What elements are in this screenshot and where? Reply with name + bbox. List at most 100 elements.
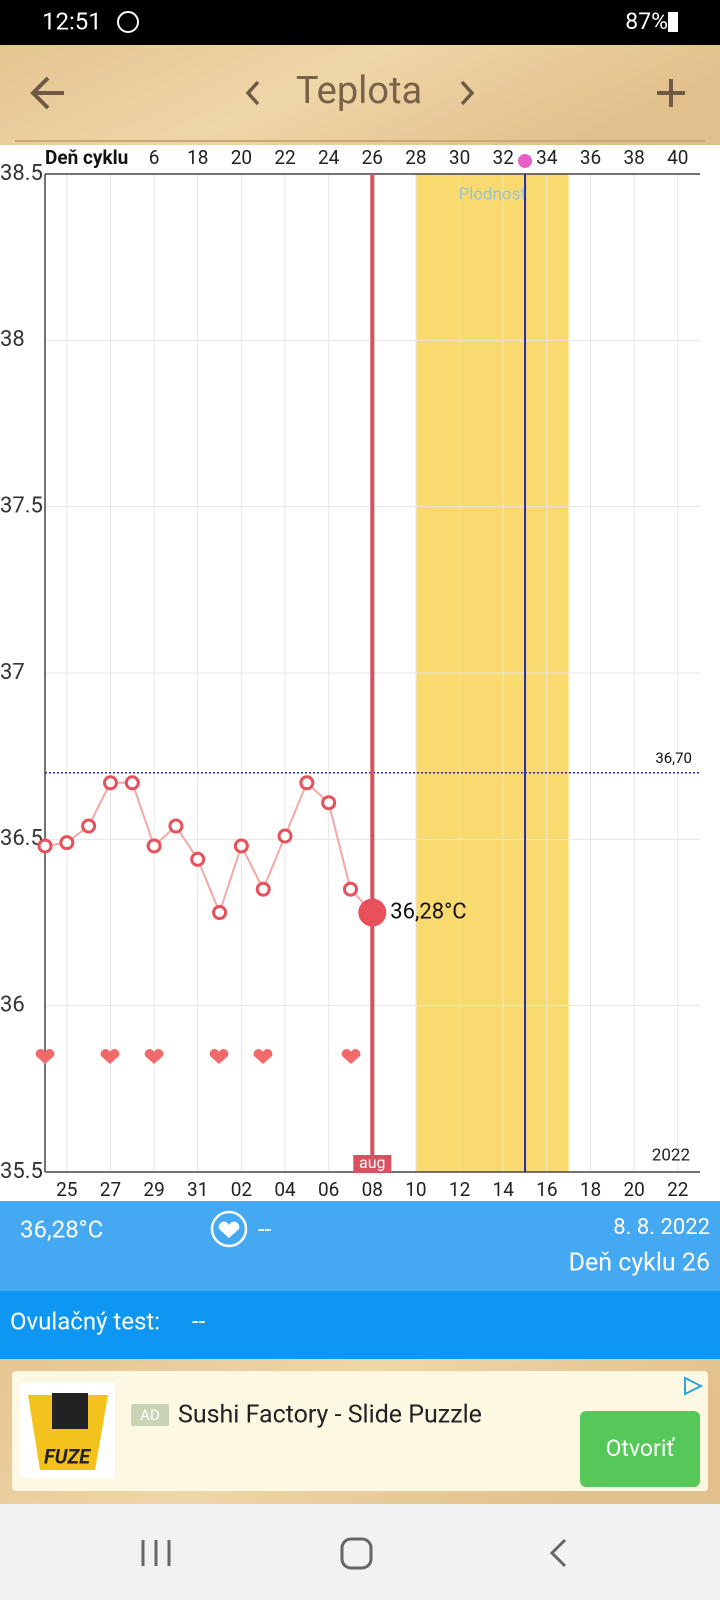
ovulation-value: -- bbox=[192, 1307, 206, 1335]
heart-icon bbox=[100, 1049, 120, 1064]
data-point bbox=[321, 795, 337, 811]
ovulation-marker bbox=[518, 154, 533, 168]
heart-icon bbox=[144, 1049, 164, 1064]
x-tick-label: 02 bbox=[231, 1178, 252, 1201]
battery-icon bbox=[668, 12, 678, 32]
back-nav-button[interactable] bbox=[549, 1538, 567, 1568]
data-point bbox=[81, 818, 97, 834]
intercourse-icons bbox=[35, 1049, 361, 1064]
data-point bbox=[146, 838, 162, 854]
adchoices-icon[interactable] bbox=[684, 1376, 704, 1396]
year-label: 2022 bbox=[652, 1145, 690, 1165]
data-point bbox=[168, 818, 184, 834]
heart-button[interactable] bbox=[210, 1210, 248, 1248]
home-button[interactable] bbox=[340, 1537, 373, 1570]
ad-badge-bg bbox=[131, 1404, 169, 1426]
heart-icon bbox=[209, 1049, 229, 1064]
x2-tick-label: 36 bbox=[580, 146, 601, 169]
data-point bbox=[233, 838, 249, 854]
ad-button[interactable] bbox=[580, 1411, 700, 1487]
prev-button[interactable] bbox=[245, 80, 260, 106]
y-tick-label: 36.5 bbox=[0, 826, 43, 851]
x2-tick-label: 40 bbox=[667, 146, 688, 169]
x-tick-label: 27 bbox=[100, 1178, 121, 1201]
data-point bbox=[124, 775, 140, 791]
y-tick-label: 35.5 bbox=[0, 1159, 43, 1184]
x2-tick-label: 20 bbox=[231, 146, 252, 169]
info-temperature: 36,28°C bbox=[20, 1215, 103, 1243]
toolbar-title: Teplota bbox=[296, 69, 422, 113]
x-tick-label: 14 bbox=[493, 1178, 515, 1201]
value-label: 36,28°C bbox=[390, 899, 466, 924]
x2-tick-label: 26 bbox=[362, 146, 383, 169]
x2-axis-label: Deň cyklu bbox=[45, 146, 128, 169]
ad-button-text: Otvoriť bbox=[606, 1435, 676, 1462]
back-button[interactable] bbox=[30, 76, 64, 110]
x2-tick-label: 38 bbox=[623, 146, 644, 169]
x-tick-label: 25 bbox=[56, 1178, 77, 1201]
ad-card[interactable] bbox=[12, 1371, 708, 1491]
clock: 12:51 bbox=[42, 7, 102, 35]
toolbar bbox=[0, 45, 720, 148]
x-tick-label: 20 bbox=[623, 1178, 644, 1201]
cover-line-label: 36,70 bbox=[655, 749, 692, 767]
x-tick-label: 29 bbox=[143, 1178, 164, 1201]
current-point bbox=[358, 898, 387, 927]
x-tick-label: 22 bbox=[667, 1178, 688, 1201]
today-label: aug bbox=[359, 1153, 386, 1172]
info-date: 8. 8. 2022 bbox=[613, 1215, 710, 1240]
data-point bbox=[190, 851, 206, 867]
battery-text: 87% bbox=[625, 8, 668, 35]
x2-tick-label: 6 bbox=[149, 146, 160, 169]
y-tick-label: 37.5 bbox=[0, 493, 43, 518]
ad-logo-figure bbox=[52, 1393, 88, 1429]
x2-tick-label: 22 bbox=[274, 146, 295, 169]
next-button[interactable] bbox=[460, 80, 475, 106]
heart-glyph bbox=[218, 1221, 240, 1238]
data-point bbox=[102, 775, 118, 791]
x2-tick-label: 34 bbox=[536, 146, 558, 169]
x2-tick-label: 30 bbox=[449, 146, 470, 169]
y-tick-label: 38 bbox=[0, 327, 25, 352]
x-tick-label: 12 bbox=[449, 1178, 470, 1201]
status-bar bbox=[0, 0, 720, 45]
data-point bbox=[277, 828, 293, 844]
messenger-icon bbox=[117, 11, 139, 33]
data-point bbox=[212, 905, 228, 921]
chart: 35.5 36 36.5 37 37.5 38 38.5 25 27 29 6 31 18 02 20 04 2… bbox=[0, 145, 720, 1201]
recents-button[interactable] bbox=[141, 1540, 171, 1566]
data-point bbox=[255, 881, 271, 897]
fertile-label: Plodnosť bbox=[458, 184, 527, 204]
y-tick-label: 37 bbox=[0, 660, 25, 685]
x-tick-label: 10 bbox=[405, 1178, 426, 1201]
x2-tick-label: 28 bbox=[405, 146, 426, 169]
y-tick-label: 36 bbox=[0, 992, 25, 1017]
x-tick-label: 31 bbox=[187, 1178, 208, 1201]
x2-tick-label: 32 bbox=[493, 146, 514, 169]
x-tick-label: 16 bbox=[536, 1178, 557, 1201]
ad-logo-text: FUZE bbox=[44, 1444, 91, 1468]
y-tick-label: 38.5 bbox=[0, 161, 43, 186]
data-point bbox=[59, 835, 75, 851]
x2-tick-label: 24 bbox=[318, 146, 340, 169]
data-point bbox=[342, 881, 358, 897]
data-point bbox=[37, 838, 53, 854]
x2-tick-label: 18 bbox=[187, 146, 208, 169]
x-tick-label: 08 bbox=[362, 1178, 383, 1201]
temperature-line bbox=[44, 781, 374, 916]
ovulation-label: Ovulačný test: bbox=[10, 1307, 160, 1335]
info-heart: -- bbox=[258, 1215, 272, 1243]
x-tick-label: 04 bbox=[274, 1178, 296, 1201]
add-button[interactable] bbox=[657, 79, 685, 107]
heart-icon bbox=[253, 1049, 273, 1064]
heart-icon bbox=[35, 1049, 55, 1064]
ovulation-bar bbox=[0, 1291, 720, 1359]
today-label-bg bbox=[353, 1155, 392, 1173]
nav-bar bbox=[0, 1504, 720, 1600]
x2-label-bg bbox=[45, 145, 143, 171]
info-cycle-day: Deň cyklu 26 bbox=[569, 1249, 710, 1278]
data-point bbox=[299, 775, 315, 791]
x-tick-label: 06 bbox=[318, 1178, 339, 1201]
